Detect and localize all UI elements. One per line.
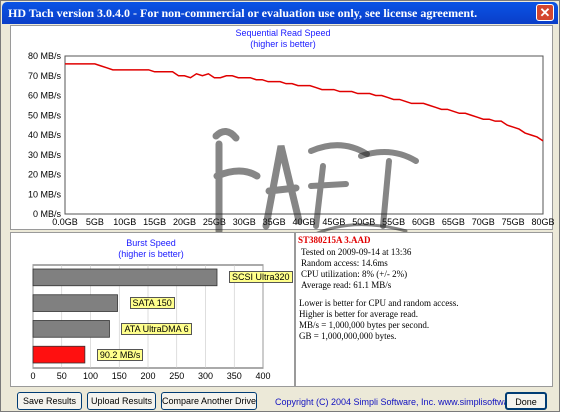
read-plot-area: [64, 55, 544, 215]
average-read: Average read: 61.1 MB/s: [301, 280, 392, 290]
burst-chart-title: Burst Speed: [126, 238, 176, 248]
read-y-tick-label: 0 MB/s: [33, 209, 62, 219]
burst-bar: [32, 294, 118, 312]
note-mbs-def: MB/s = 1,000,000 bytes per second.: [299, 320, 430, 330]
read-x-tick-label: 45GB: [322, 217, 345, 227]
close-button[interactable]: ✕: [536, 4, 554, 21]
burst-x-tick-label: 200: [140, 371, 155, 381]
read-y-tick-label: 60 MB/s: [28, 91, 62, 101]
read-chart-subtitle: (higher is better): [250, 39, 316, 49]
done-button[interactable]: Done: [505, 392, 547, 410]
read-speed-series-line: [65, 63, 544, 142]
read-y-tick-label: 30 MB/s: [28, 150, 62, 160]
burst-bar-label: 90.2 MB/s: [96, 348, 144, 361]
read-speed-chart: Sequential Read Speed (higher is better)…: [28, 28, 555, 238]
read-x-tick-label: 70GB: [472, 217, 495, 227]
read-x-tick-label: 65GB: [442, 217, 465, 227]
save-results-button[interactable]: Save Results: [17, 392, 82, 410]
burst-bar-label: ATA UltraDMA 6: [121, 322, 192, 335]
burst-x-tick-label: 150: [112, 371, 127, 381]
note-lower-better: Lower is better for CPU and random acces…: [299, 298, 459, 308]
read-x-tick-label: 35GB: [263, 217, 286, 227]
cpu-utilization: CPU utilization: 8% (+/- 2%): [301, 269, 408, 279]
read-x-tick-label: 20GB: [173, 217, 196, 227]
burst-bar-label: SCSI Ultra320: [229, 271, 293, 284]
title-bar[interactable]: HD Tach version 3.0.4.0 - For non-commer…: [2, 2, 558, 24]
read-x-tick-label: 30GB: [233, 217, 256, 227]
test-date: Tested on 2009-09-14 at 13:36: [301, 247, 412, 257]
read-x-tick-label: 0.0GB: [52, 217, 78, 227]
read-x-tick-label: 40GB: [292, 217, 315, 227]
burst-bar: [32, 345, 86, 364]
copyright-text: Copyright (C) 2004 Simpli Software, Inc.…: [275, 397, 537, 407]
drive-info-panel: ST380215A 3.AAD Tested on 2009-09-14 at …: [295, 232, 553, 387]
read-x-tick-label: 80GB: [531, 217, 554, 227]
upload-results-button[interactable]: Upload Results: [87, 392, 156, 410]
window-title: HD Tach version 3.0.4.0 - For non-commer…: [8, 6, 478, 20]
burst-x-tick-label: 350: [227, 371, 242, 381]
read-y-tick-label: 70 MB/s: [28, 71, 62, 81]
note-higher-better: Higher is better for average read.: [299, 309, 418, 319]
read-x-tick-label: 60GB: [412, 217, 435, 227]
read-y-tick-label: 40 MB/s: [28, 130, 62, 140]
read-x-tick-label: 25GB: [203, 217, 226, 227]
burst-x-tick-label: 300: [198, 371, 213, 381]
read-x-tick-label: 75GB: [502, 217, 525, 227]
burst-bar: [32, 320, 110, 338]
read-x-tick-label: 15GB: [143, 217, 166, 227]
read-x-tick-label: 10GB: [113, 217, 136, 227]
watermark-scribble: [212, 128, 419, 238]
read-x-tick-label: 5GB: [86, 217, 104, 227]
read-y-tick-label: 80 MB/s: [28, 51, 62, 61]
burst-speed-panel: Burst Speed (higher is better) 0 50 100 150…: [10, 232, 295, 387]
read-y-tick-label: 10 MB/s: [28, 189, 62, 199]
burst-x-tick-label: 50: [57, 371, 67, 381]
burst-x-tick-label: 400: [255, 371, 270, 381]
read-chart-title: Sequential Read Speed: [235, 28, 330, 38]
burst-bar-label: SATA 150: [129, 297, 175, 310]
random-access: Random access: 14.6ms: [301, 258, 388, 268]
read-speed-panel: Sequential Read Speed (higher is better)…: [10, 25, 555, 238]
burst-x-tick-label: 0: [30, 371, 35, 381]
note-gb-def: GB = 1,000,000,000 bytes.: [299, 331, 397, 341]
compare-drive-button[interactable]: Compare Another Drive: [161, 392, 257, 410]
read-y-tick-label: 20 MB/s: [28, 170, 62, 180]
burst-x-tick-label: 250: [169, 371, 184, 381]
burst-speed-chart: Burst Speed (higher is better) 0 50 100 150…: [30, 238, 270, 381]
read-y-tick-label: 50 MB/s: [28, 110, 62, 120]
burst-x-tick-label: 100: [83, 371, 98, 381]
read-x-tick-label: 50GB: [352, 217, 375, 227]
burst-bar: [32, 268, 218, 287]
burst-chart-subtitle: (higher is better): [118, 249, 184, 259]
drive-name: ST380215A 3.AAD: [298, 235, 371, 245]
read-x-tick-label: 55GB: [382, 217, 405, 227]
